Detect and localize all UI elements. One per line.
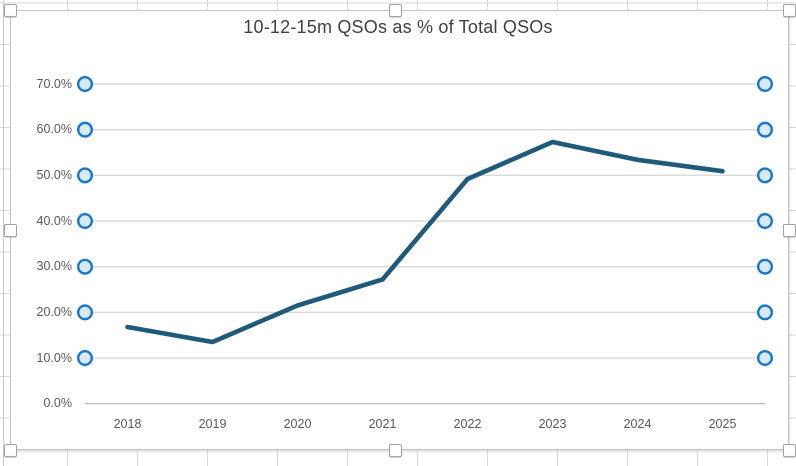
gridline-selection-handle[interactable] (757, 350, 774, 367)
chart-title[interactable]: 10-12-15m QSOs as % of Total QSOs (243, 17, 553, 37)
gridline-selection-handle[interactable] (76, 304, 93, 321)
x-axis-category-label: 2022 (453, 417, 482, 431)
gridline-selection-handle[interactable] (76, 76, 93, 93)
chart-resize-handle-top-center[interactable] (389, 4, 402, 17)
gridline-selection-handle[interactable] (76, 167, 93, 184)
chart-resize-handle-middle-right[interactable] (783, 224, 796, 237)
gridline-selection-handle[interactable] (76, 258, 93, 275)
y-axis-tick-label: 40.0% (36, 213, 72, 228)
gridline-selection-handle[interactable] (757, 213, 774, 230)
gridline-selection-handle[interactable] (757, 76, 774, 93)
x-axis-category-label: 2024 (623, 417, 652, 431)
gridline-selection-handle[interactable] (76, 350, 93, 367)
y-axis-tick-label: 20.0% (36, 304, 72, 319)
y-axis-tick-label: 0.0% (43, 396, 73, 411)
spreadsheet-column-border (3, 0, 4, 466)
x-axis-category-label: 2023 (538, 417, 567, 431)
y-axis-tick-label: 70.0% (36, 76, 72, 91)
gridline-selection-handle[interactable] (757, 258, 774, 275)
gridline-selection-handle[interactable] (76, 213, 93, 230)
x-axis-category-label: 2020 (283, 417, 312, 431)
chart-resize-handle-middle-left[interactable] (4, 224, 17, 237)
y-axis-tick-label: 30.0% (36, 259, 72, 274)
y-axis-tick-label: 10.0% (36, 350, 72, 365)
chart-resize-handle-bottom-center[interactable] (389, 444, 402, 457)
y-axis-tick-label: 50.0% (36, 167, 72, 182)
chart-resize-handle-top-left[interactable] (4, 4, 17, 17)
x-axis-category-label: 2025 (708, 417, 737, 431)
gridline-selection-handle[interactable] (757, 121, 774, 138)
gridline-selection-handle[interactable] (76, 121, 93, 138)
chart-resize-handle-top-right[interactable] (783, 4, 796, 17)
x-axis-category-label: 2021 (368, 417, 397, 431)
x-axis-category-label: 2019 (198, 417, 227, 431)
chart-resize-handle-bottom-right[interactable] (783, 444, 796, 457)
gridline-selection-handle[interactable] (757, 304, 774, 321)
x-axis-category-label: 2018 (113, 417, 142, 431)
chart-resize-handle-bottom-left[interactable] (4, 444, 17, 457)
gridline-selection-handle[interactable] (757, 167, 774, 184)
series-line[interactable] (125, 139, 725, 345)
y-axis-tick-label: 60.0% (36, 122, 72, 137)
